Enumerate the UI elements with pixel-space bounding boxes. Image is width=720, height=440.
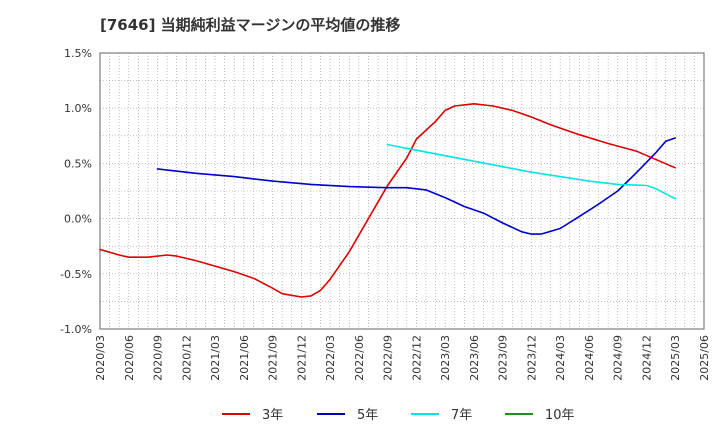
plot-area [100, 53, 704, 329]
x-tick-label: 2021/09 [267, 335, 280, 381]
legend-label-1: 3年 [262, 408, 283, 423]
x-tick-label: 2022/12 [410, 335, 423, 381]
series-layer [99, 103, 676, 298]
x-tick-label: 2021/03 [209, 335, 222, 381]
x-tick-label: 2020/12 [180, 335, 193, 381]
x-tick-label: 2025/03 [669, 335, 682, 381]
x-tick-label: 2023/09 [497, 335, 510, 381]
y-tick-label: 1.5% [64, 47, 92, 60]
series-line-2 [156, 137, 676, 235]
axis-layer: -1.0% -0.5% 0.0% 0.5% 1.0% 1.5% 2020/03 2020/06… [60, 47, 711, 381]
x-tick-label: 2024/09 [612, 335, 625, 381]
y-tick-label: -1.0% [60, 323, 92, 336]
x-tick-label: 2021/06 [238, 335, 251, 381]
legend-label-2: 5年 [357, 408, 378, 423]
x-tick-label: 2023/12 [525, 335, 538, 381]
x-tick-label: 2022/09 [382, 335, 395, 381]
legend-label-3: 7年 [451, 408, 472, 423]
y-tick-label: 0.5% [64, 157, 92, 170]
x-tick-label: 2024/12 [640, 335, 653, 381]
x-tick-label: 2025/06 [698, 335, 711, 381]
series-line-3 [386, 143, 676, 200]
x-tick-label: 2020/09 [152, 335, 165, 381]
x-tick-label: 2022/06 [353, 335, 366, 381]
legend-label-4: 10年 [545, 408, 575, 423]
y-tick-label: 1.0% [64, 102, 92, 115]
x-tick-label: 2023/06 [468, 335, 481, 381]
x-tick-label: 2023/03 [439, 335, 452, 381]
x-tick-label: 2020/03 [94, 335, 107, 381]
legend: 3年 5年 7年 10年 [222, 408, 575, 423]
plot-border [99, 52, 705, 330]
x-tick-label: 2022/03 [324, 335, 337, 381]
x-tick-label: 2021/12 [295, 335, 308, 381]
x-tick-label: 2024/06 [583, 335, 596, 381]
x-tick-label: 2020/06 [123, 335, 136, 381]
chart-title: [7646] 当期純利益マージンの平均値の推移 [100, 16, 401, 34]
y-tick-label: 0.0% [64, 213, 92, 226]
y-tick-label: -0.5% [60, 268, 92, 281]
x-tick-label: 2024/03 [554, 335, 567, 381]
series-line-1 [99, 103, 676, 298]
